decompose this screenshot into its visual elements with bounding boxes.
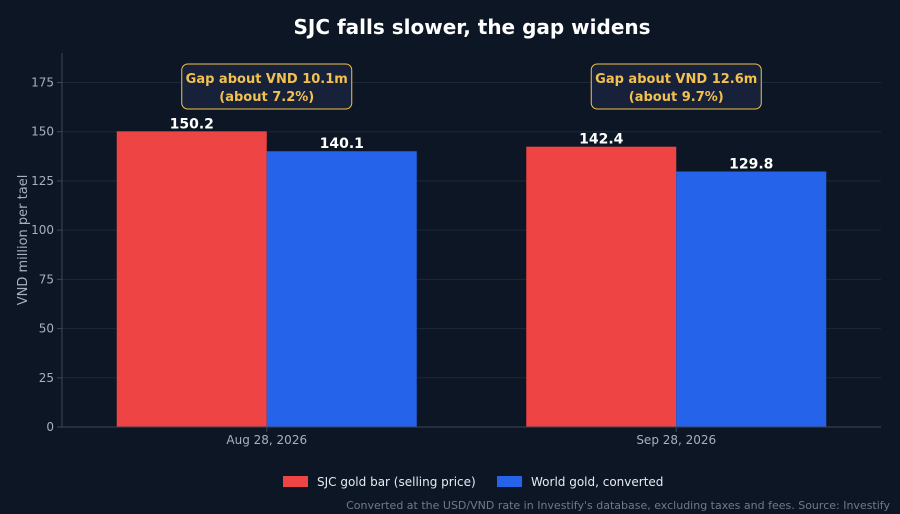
y-tick-label: 125 — [31, 174, 54, 188]
footnote: Converted at the USD/VND rate in Investi… — [346, 499, 890, 512]
bar-world-1 — [676, 171, 827, 427]
y-tick-label: 50 — [39, 322, 54, 336]
annotation-text: (about 7.2%) — [219, 90, 314, 105]
annotation-box — [590, 63, 762, 110]
legend-label: SJC gold bar (selling price) — [317, 475, 476, 489]
y-tick-label: 150 — [31, 125, 54, 139]
annotation-text: Gap about VND 10.1m — [186, 72, 348, 87]
value-labels: 150.2 142.4 140.1 129.8 — [170, 116, 774, 172]
annotations: Gap about VND 10.1m (about 7.2%) Gap about… — [181, 63, 762, 110]
y-tick-label: 25 — [39, 371, 54, 385]
y-tick-label: 175 — [31, 76, 54, 90]
bar-world-0 — [266, 151, 417, 427]
y-tick-label: 0 — [46, 420, 54, 434]
annotation-text: Gap about VND 12.6m — [595, 72, 757, 87]
bar-value-label: 129.8 — [729, 156, 773, 172]
legend-swatch — [497, 476, 522, 487]
bar-sjc-0 — [116, 131, 267, 428]
legend-swatch — [283, 476, 308, 487]
x-tick-label: Sep 28, 2026 — [636, 433, 716, 447]
chart-title: SJC falls slower, the gap widens — [293, 15, 650, 39]
x-tick-label: Aug 28, 2026 — [226, 433, 307, 447]
bars — [116, 131, 827, 428]
legend-label: World gold, converted — [531, 475, 663, 489]
y-tick-label: 100 — [31, 223, 54, 237]
bar-sjc-1 — [526, 146, 677, 427]
axes: 0 25 50 75 100 125 150 175 Aug 28, 2026 Sep 28, 2… — [31, 53, 881, 447]
y-tick-label: 75 — [39, 272, 54, 286]
annotation-box — [181, 63, 353, 110]
y-axis-title: VND million per tael — [16, 175, 31, 306]
annotation-text: (about 9.7%) — [629, 90, 724, 105]
bar-value-label: 142.4 — [579, 132, 624, 148]
bar-value-label: 150.2 — [170, 116, 214, 132]
legend: SJC gold bar (selling price) World gold, … — [283, 475, 663, 489]
bar-value-label: 140.1 — [320, 136, 364, 152]
